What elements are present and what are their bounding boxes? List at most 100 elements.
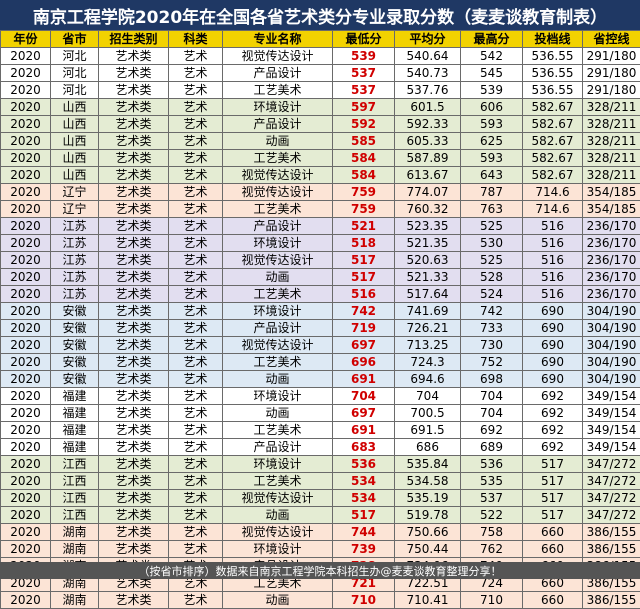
cell-control-line: 328/211 bbox=[583, 116, 640, 133]
cell-province: 湖南 bbox=[51, 524, 99, 541]
cell-control-line: 236/170 bbox=[583, 252, 640, 269]
cell-subject: 艺术 bbox=[169, 82, 223, 99]
cell-category: 艺术类 bbox=[99, 252, 169, 269]
cell-province: 福建 bbox=[51, 422, 99, 439]
cell-min-score: 521 bbox=[333, 218, 395, 235]
cell-cutoff: 714.6 bbox=[523, 201, 583, 218]
cell-category: 艺术类 bbox=[99, 439, 169, 456]
cell-major: 动画 bbox=[223, 269, 333, 286]
cell-min-score: 697 bbox=[333, 337, 395, 354]
cell-min-score: 597 bbox=[333, 99, 395, 116]
cell-province: 江苏 bbox=[51, 269, 99, 286]
cell-year: 2020 bbox=[1, 592, 51, 609]
cell-major: 产品设计 bbox=[223, 65, 333, 82]
sheet-title: 南京工程学院2020年在全国各省艺术类分专业录取分数（麦麦谈教育制表） bbox=[0, 0, 640, 30]
cell-year: 2020 bbox=[1, 456, 51, 473]
cell-subject: 艺术 bbox=[169, 473, 223, 490]
cell-category: 艺术类 bbox=[99, 184, 169, 201]
cell-major: 视觉传达设计 bbox=[223, 490, 333, 507]
cell-subject: 艺术 bbox=[169, 388, 223, 405]
cell-min-score: 537 bbox=[333, 65, 395, 82]
cell-major: 工艺美术 bbox=[223, 473, 333, 490]
cell-subject: 艺术 bbox=[169, 235, 223, 252]
cell-province: 安徽 bbox=[51, 354, 99, 371]
cell-subject: 艺术 bbox=[169, 201, 223, 218]
cell-province: 江苏 bbox=[51, 235, 99, 252]
cell-min-score: 592 bbox=[333, 116, 395, 133]
cell-control-line: 386/155 bbox=[583, 524, 640, 541]
header-subject: 科类 bbox=[169, 31, 223, 48]
cell-avg-score: 535.84 bbox=[395, 456, 461, 473]
cell-max-score: 539 bbox=[461, 82, 523, 99]
cell-category: 艺术类 bbox=[99, 99, 169, 116]
score-table: 年份 省市 招生类别 科类 专业名称 最低分 平均分 最高分 投档线 省控线 2… bbox=[0, 30, 640, 609]
cell-cutoff: 660 bbox=[523, 524, 583, 541]
cell-avg-score: 521.35 bbox=[395, 235, 461, 252]
cell-max-score: 698 bbox=[461, 371, 523, 388]
cell-cutoff: 582.67 bbox=[523, 99, 583, 116]
cell-subject: 艺术 bbox=[169, 490, 223, 507]
cell-control-line: 349/154 bbox=[583, 422, 640, 439]
header-row: 年份 省市 招生类别 科类 专业名称 最低分 平均分 最高分 投档线 省控线 bbox=[1, 31, 640, 48]
cell-cutoff: 690 bbox=[523, 337, 583, 354]
cell-max-score: 537 bbox=[461, 490, 523, 507]
cell-year: 2020 bbox=[1, 201, 51, 218]
cell-control-line: 291/180 bbox=[583, 65, 640, 82]
cell-control-line: 386/155 bbox=[583, 592, 640, 609]
cell-year: 2020 bbox=[1, 150, 51, 167]
cell-year: 2020 bbox=[1, 184, 51, 201]
cell-control-line: 347/272 bbox=[583, 456, 640, 473]
cell-year: 2020 bbox=[1, 286, 51, 303]
cell-subject: 艺术 bbox=[169, 133, 223, 150]
cell-min-score: 759 bbox=[333, 201, 395, 218]
cell-max-score: 758 bbox=[461, 524, 523, 541]
cell-avg-score: 691.5 bbox=[395, 422, 461, 439]
cell-max-score: 542 bbox=[461, 48, 523, 65]
cell-control-line: 349/154 bbox=[583, 439, 640, 456]
cell-avg-score: 760.32 bbox=[395, 201, 461, 218]
cell-control-line: 304/190 bbox=[583, 371, 640, 388]
cell-cutoff: 517 bbox=[523, 456, 583, 473]
cell-avg-score: 700.5 bbox=[395, 405, 461, 422]
cell-subject: 艺术 bbox=[169, 456, 223, 473]
cell-subject: 艺术 bbox=[169, 286, 223, 303]
cell-max-score: 536 bbox=[461, 456, 523, 473]
cell-min-score: 584 bbox=[333, 150, 395, 167]
cell-subject: 艺术 bbox=[169, 167, 223, 184]
cell-year: 2020 bbox=[1, 388, 51, 405]
cell-year: 2020 bbox=[1, 439, 51, 456]
cell-min-score: 691 bbox=[333, 371, 395, 388]
cell-subject: 艺术 bbox=[169, 252, 223, 269]
cell-max-score: 730 bbox=[461, 337, 523, 354]
cell-year: 2020 bbox=[1, 65, 51, 82]
cell-province: 安徽 bbox=[51, 371, 99, 388]
cell-province: 安徽 bbox=[51, 337, 99, 354]
cell-category: 艺术类 bbox=[99, 371, 169, 388]
cell-province: 山西 bbox=[51, 150, 99, 167]
cell-max-score: 530 bbox=[461, 235, 523, 252]
cell-subject: 艺术 bbox=[169, 439, 223, 456]
cell-max-score: 528 bbox=[461, 269, 523, 286]
cell-min-score: 719 bbox=[333, 320, 395, 337]
header-avg-score: 平均分 bbox=[395, 31, 461, 48]
cell-subject: 艺术 bbox=[169, 303, 223, 320]
cell-category: 艺术类 bbox=[99, 303, 169, 320]
cell-category: 艺术类 bbox=[99, 167, 169, 184]
cell-category: 艺术类 bbox=[99, 337, 169, 354]
cell-year: 2020 bbox=[1, 354, 51, 371]
cell-cutoff: 517 bbox=[523, 507, 583, 524]
cell-category: 艺术类 bbox=[99, 473, 169, 490]
cell-min-score: 517 bbox=[333, 269, 395, 286]
cell-control-line: 386/155 bbox=[583, 541, 640, 558]
cell-subject: 艺术 bbox=[169, 337, 223, 354]
cell-year: 2020 bbox=[1, 167, 51, 184]
cell-max-score: 535 bbox=[461, 473, 523, 490]
